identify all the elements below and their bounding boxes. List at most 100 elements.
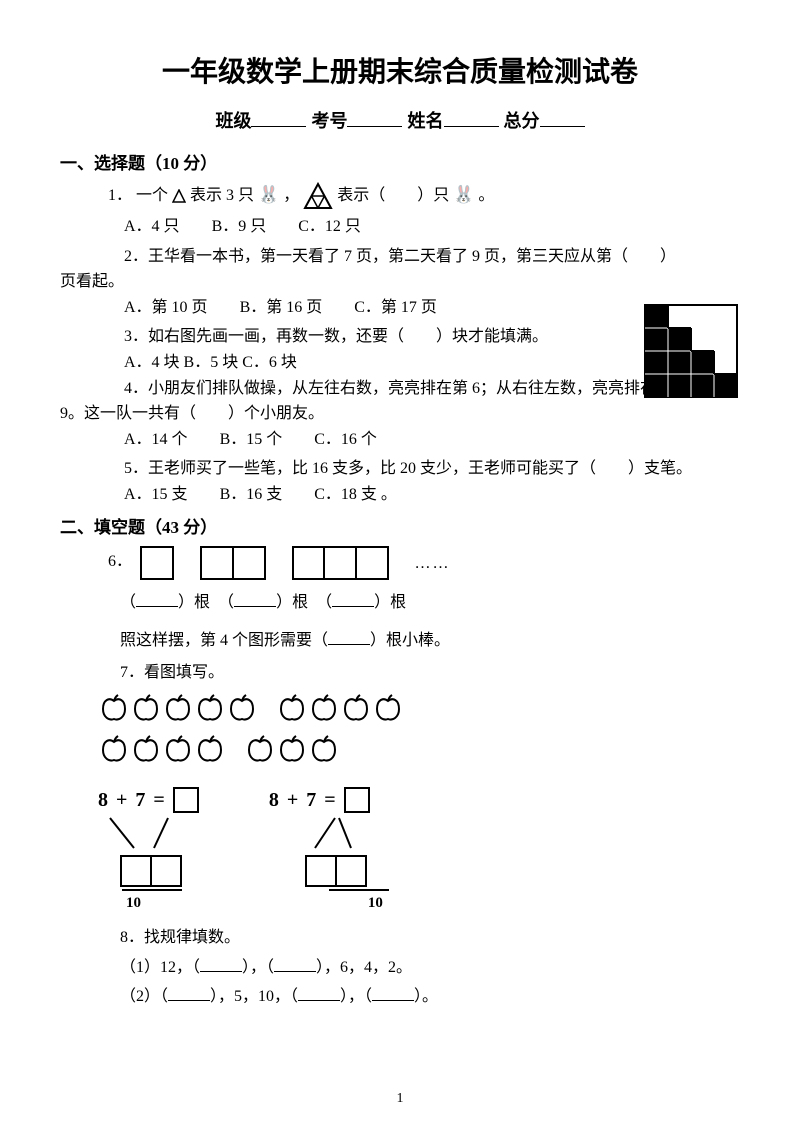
q4-opt-b: B．15 个 <box>220 431 283 448</box>
exam-title: 一年级数学上册期末综合质量检测试卷 <box>60 50 740 95</box>
apple-group-4 <box>246 734 338 773</box>
q8-1a: （1）12，（ <box>120 959 200 976</box>
answer-box[interactable] <box>173 787 199 813</box>
expr-7: 7 <box>135 784 145 816</box>
triangle-small-icon <box>172 189 186 203</box>
stick-group-1 <box>140 546 174 580</box>
split-box[interactable] <box>120 855 152 887</box>
triangle-big-icon <box>303 182 333 210</box>
question-3: 3．如右图先画一画，再数一数，还要（ ）块才能填满。 <box>92 324 740 350</box>
question-2-cont: 页看起。 <box>60 269 740 295</box>
addition-diagrams: 8 + 7 = 10 8 + 7 = <box>98 784 740 915</box>
apple-group-3 <box>100 734 224 773</box>
q1-text1: 一个 <box>136 187 168 204</box>
q5-opt-c: C．18 支 。 <box>314 486 397 503</box>
question-4-cont: 9。这一队一共有（ ）个小朋友。 <box>60 401 740 427</box>
split-lines-icon <box>98 816 188 852</box>
section-1-header: 一、选择题（10 分） <box>60 150 740 177</box>
apple-group-2 <box>278 693 402 732</box>
q8-blank[interactable] <box>298 985 340 1001</box>
split-boxes <box>120 855 199 887</box>
question-2: 2．王华看一本书，第一天看了 7 页，第二天看了 9 页，第三天应从第（ ） <box>92 244 740 270</box>
apple-icon <box>100 693 128 732</box>
q4-opt-a: A．14 个 <box>124 431 188 448</box>
ten-label: 10 <box>122 889 182 915</box>
apple-icon <box>342 693 370 732</box>
q2-opt-b: B．第 16 页 <box>240 299 323 316</box>
apple-icon <box>246 734 274 773</box>
apple-icon <box>310 693 338 732</box>
add-diagram-right: 8 + 7 = 10 <box>269 784 399 915</box>
split-box[interactable] <box>305 855 337 887</box>
id-label: 考号 <box>311 111 347 131</box>
q2-opt-c: C．第 17 页 <box>354 299 437 316</box>
q6-text2b: ）根小棒。 <box>370 632 450 649</box>
class-blank[interactable] <box>251 109 306 127</box>
expr-8: 8 <box>98 784 108 816</box>
split-box[interactable] <box>335 855 367 887</box>
expr-plus: + <box>287 784 298 816</box>
question-1: 1． 一个 表示 3 只 🐰 ， 表示（ ）只 🐰 。 <box>108 181 740 210</box>
q6-num: 6． <box>108 553 132 570</box>
stick-figures: …… <box>140 546 740 580</box>
q6-text2a: 照这样摆，第 4 个图形需要（ <box>120 632 328 649</box>
q8-2d: ）。 <box>414 988 438 1005</box>
stick-group-3 <box>292 546 389 580</box>
apple-icon <box>164 693 192 732</box>
id-blank[interactable] <box>347 109 402 127</box>
q4-opt-c: C．16 个 <box>314 431 377 448</box>
class-label: 班级 <box>215 111 251 131</box>
q8-blank[interactable] <box>372 985 414 1001</box>
add-diagram-left: 8 + 7 = 10 <box>98 784 199 915</box>
q8-1b: ），（ <box>242 959 274 976</box>
q1-text3: ， <box>283 187 299 204</box>
q1-opt-b: B．9 只 <box>212 218 267 235</box>
q6-blanks-row: （）根 （）根 （）根 <box>120 590 740 616</box>
q6-unit: 根 <box>194 594 210 611</box>
apple-icon <box>132 693 160 732</box>
split-lines-icon <box>299 816 399 852</box>
q8-blank[interactable] <box>200 956 242 972</box>
q8-line1: （1）12，（ ），（ ），6，4，2。 <box>120 955 740 981</box>
q6-unit: 根 <box>390 594 406 611</box>
expr-eq: = <box>324 784 335 816</box>
apple-icon <box>374 693 402 732</box>
q1-opt-c: C．12 只 <box>298 218 361 235</box>
q6-blank-3[interactable] <box>332 591 374 607</box>
q8-2c: ），（ <box>340 988 372 1005</box>
apple-icon <box>196 734 224 773</box>
q8-blank[interactable] <box>274 956 316 972</box>
score-blank[interactable] <box>540 109 585 127</box>
apple-icon <box>228 693 256 732</box>
expr-7: 7 <box>306 784 316 816</box>
question-8: 8．找规律填数。 <box>120 925 740 951</box>
q6-blank-1[interactable] <box>136 591 178 607</box>
score-label: 总分 <box>504 111 540 131</box>
q5-opt-b: B．16 支 <box>220 486 283 503</box>
q4-options: A．14 个 B．15 个 C．16 个 <box>124 427 740 453</box>
apple-icon <box>278 693 306 732</box>
apple-icon <box>164 734 192 773</box>
q8-1c: ），6，4，2。 <box>316 959 412 976</box>
name-blank[interactable] <box>444 109 499 127</box>
question-7: 7．看图填写。 <box>120 660 740 686</box>
q8-2a: （2）（ <box>120 988 168 1005</box>
split-box[interactable] <box>150 855 182 887</box>
q5-opt-a: A．15 支 <box>124 486 188 503</box>
question-4: 4．小朋友们排队做操，从左往右数，亮亮排在第 6；从右往左数，亮亮排在第 <box>92 376 740 402</box>
q1-opt-a: A．4 只 <box>124 218 180 235</box>
stick-group-2 <box>200 546 266 580</box>
answer-box[interactable] <box>344 787 370 813</box>
q8-line2: （2）（ ），5，10，（ ），（ ）。 <box>120 984 740 1010</box>
q8-blank[interactable] <box>168 985 210 1001</box>
q6-blank-2[interactable] <box>234 591 276 607</box>
apple-group-1 <box>100 693 256 732</box>
q8-2b: ），5，10，（ <box>210 988 298 1005</box>
apple-icon <box>310 734 338 773</box>
q1-options: A．4 只 B．9 只 C．12 只 <box>124 214 740 240</box>
apple-icon <box>196 693 224 732</box>
ellipsis: …… <box>415 551 451 577</box>
expr-eq: = <box>153 784 164 816</box>
q6-blank-4[interactable] <box>328 629 370 645</box>
q5-options: A．15 支 B．16 支 C．18 支 。 <box>124 482 740 508</box>
